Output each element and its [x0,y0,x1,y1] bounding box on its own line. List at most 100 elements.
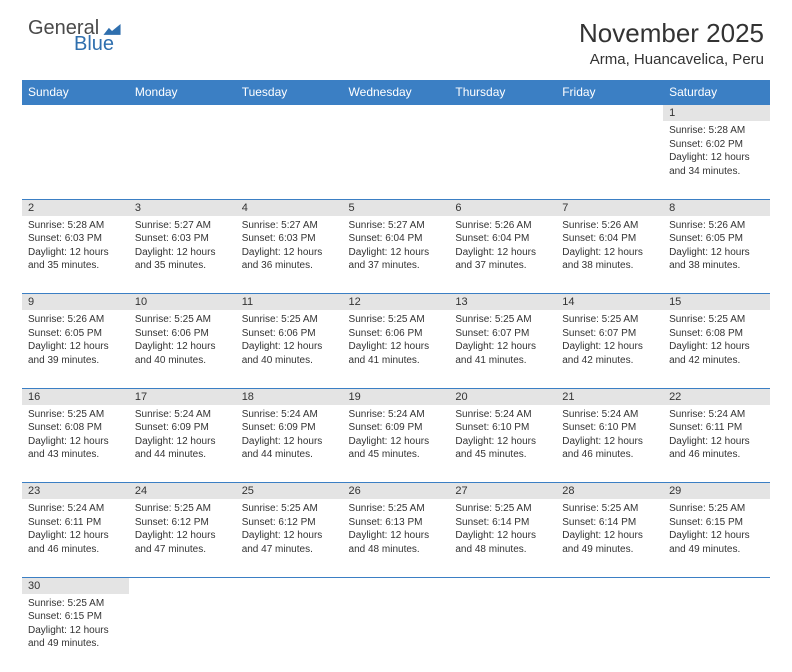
day-content-cell: Sunrise: 5:24 AMSunset: 6:09 PMDaylight:… [236,405,343,483]
day-content-cell: Sunrise: 5:28 AMSunset: 6:02 PMDaylight:… [663,121,770,199]
daylight-text-2: and 38 minutes. [669,259,764,273]
daylight-text: Daylight: 12 hours [455,435,550,449]
daylight-text-2: and 42 minutes. [562,354,657,368]
daynum-row: 23242526272829 [22,483,770,500]
day-content-cell: Sunrise: 5:24 AMSunset: 6:10 PMDaylight:… [449,405,556,483]
day-content-cell [663,594,770,672]
day-content-cell: Sunrise: 5:24 AMSunset: 6:11 PMDaylight:… [22,499,129,577]
daylight-text-2: and 34 minutes. [669,165,764,179]
day-number-cell: 11 [236,294,343,311]
sunset-text: Sunset: 6:08 PM [669,327,764,341]
daylight-text-2: and 43 minutes. [28,448,123,462]
sunrise-text: Sunrise: 5:26 AM [455,219,550,233]
sunset-text: Sunset: 6:02 PM [669,138,764,152]
day-content-cell: Sunrise: 5:25 AMSunset: 6:07 PMDaylight:… [449,310,556,388]
day-content-cell: Sunrise: 5:26 AMSunset: 6:05 PMDaylight:… [22,310,129,388]
sunset-text: Sunset: 6:03 PM [135,232,230,246]
day-content-cell: Sunrise: 5:25 AMSunset: 6:15 PMDaylight:… [663,499,770,577]
day-content-cell: Sunrise: 5:25 AMSunset: 6:06 PMDaylight:… [236,310,343,388]
daylight-text: Daylight: 12 hours [242,435,337,449]
sunset-text: Sunset: 6:14 PM [455,516,550,530]
daylight-text-2: and 37 minutes. [349,259,444,273]
daylight-text-2: and 46 minutes. [669,448,764,462]
sunrise-text: Sunrise: 5:27 AM [349,219,444,233]
daynum-row: 2345678 [22,199,770,216]
content-row: Sunrise: 5:25 AMSunset: 6:15 PMDaylight:… [22,594,770,672]
day-number-cell [22,105,129,122]
daylight-text-2: and 47 minutes. [135,543,230,557]
sunrise-text: Sunrise: 5:24 AM [135,408,230,422]
day-content-cell: Sunrise: 5:25 AMSunset: 6:08 PMDaylight:… [22,405,129,483]
day-content-cell: Sunrise: 5:24 AMSunset: 6:11 PMDaylight:… [663,405,770,483]
day-number-cell: 7 [556,199,663,216]
sunrise-text: Sunrise: 5:26 AM [669,219,764,233]
day-content-cell: Sunrise: 5:25 AMSunset: 6:06 PMDaylight:… [129,310,236,388]
daylight-text-2: and 49 minutes. [28,637,123,651]
sunrise-text: Sunrise: 5:25 AM [135,502,230,516]
day-number-cell: 6 [449,199,556,216]
sunset-text: Sunset: 6:13 PM [349,516,444,530]
sunrise-text: Sunrise: 5:28 AM [669,124,764,138]
title-block: November 2025 Arma, Huancavelica, Peru [579,18,764,68]
sunset-text: Sunset: 6:06 PM [135,327,230,341]
day-number-cell: 29 [663,483,770,500]
day-number-cell: 10 [129,294,236,311]
page-title: November 2025 [579,18,764,49]
sunset-text: Sunset: 6:03 PM [28,232,123,246]
sunset-text: Sunset: 6:07 PM [455,327,550,341]
sunset-text: Sunset: 6:11 PM [28,516,123,530]
sunrise-text: Sunrise: 5:27 AM [135,219,230,233]
daylight-text: Daylight: 12 hours [135,435,230,449]
day-number-cell: 9 [22,294,129,311]
day-number-cell: 20 [449,388,556,405]
day-number-cell: 14 [556,294,663,311]
content-row: Sunrise: 5:26 AMSunset: 6:05 PMDaylight:… [22,310,770,388]
day-content-cell [449,121,556,199]
daylight-text-2: and 37 minutes. [455,259,550,273]
day-number-cell: 17 [129,388,236,405]
sunrise-text: Sunrise: 5:25 AM [455,313,550,327]
sunrise-text: Sunrise: 5:27 AM [242,219,337,233]
sunrise-text: Sunrise: 5:25 AM [242,502,337,516]
daylight-text: Daylight: 12 hours [28,340,123,354]
sunrise-text: Sunrise: 5:25 AM [242,313,337,327]
daylight-text-2: and 45 minutes. [455,448,550,462]
day-content-cell: Sunrise: 5:26 AMSunset: 6:05 PMDaylight:… [663,216,770,294]
daylight-text-2: and 47 minutes. [242,543,337,557]
sunrise-text: Sunrise: 5:25 AM [562,313,657,327]
weekday-header: Saturday [663,80,770,105]
day-content-cell [343,121,450,199]
sunrise-text: Sunrise: 5:25 AM [28,408,123,422]
day-number-cell: 21 [556,388,663,405]
day-content-cell [556,121,663,199]
day-number-cell: 18 [236,388,343,405]
daylight-text-2: and 46 minutes. [28,543,123,557]
calendar-table: Sunday Monday Tuesday Wednesday Thursday… [22,80,770,672]
day-number-cell: 1 [663,105,770,122]
sunset-text: Sunset: 6:06 PM [242,327,337,341]
day-number-cell: 3 [129,199,236,216]
daylight-text-2: and 35 minutes. [28,259,123,273]
daylight-text: Daylight: 12 hours [349,435,444,449]
sunrise-text: Sunrise: 5:25 AM [455,502,550,516]
day-content-cell: Sunrise: 5:25 AMSunset: 6:14 PMDaylight:… [556,499,663,577]
daylight-text: Daylight: 12 hours [562,435,657,449]
day-number-cell [449,577,556,594]
sunrise-text: Sunrise: 5:25 AM [135,313,230,327]
day-content-cell: Sunrise: 5:28 AMSunset: 6:03 PMDaylight:… [22,216,129,294]
daynum-row: 16171819202122 [22,388,770,405]
daylight-text-2: and 38 minutes. [562,259,657,273]
daylight-text-2: and 44 minutes. [135,448,230,462]
day-content-cell: Sunrise: 5:27 AMSunset: 6:04 PMDaylight:… [343,216,450,294]
sunset-text: Sunset: 6:11 PM [669,421,764,435]
sunrise-text: Sunrise: 5:24 AM [28,502,123,516]
day-content-cell [343,594,450,672]
day-number-cell: 15 [663,294,770,311]
sunrise-text: Sunrise: 5:25 AM [562,502,657,516]
content-row: Sunrise: 5:28 AMSunset: 6:03 PMDaylight:… [22,216,770,294]
day-number-cell: 19 [343,388,450,405]
daylight-text-2: and 36 minutes. [242,259,337,273]
daylight-text-2: and 42 minutes. [669,354,764,368]
day-number-cell: 16 [22,388,129,405]
daylight-text-2: and 40 minutes. [135,354,230,368]
